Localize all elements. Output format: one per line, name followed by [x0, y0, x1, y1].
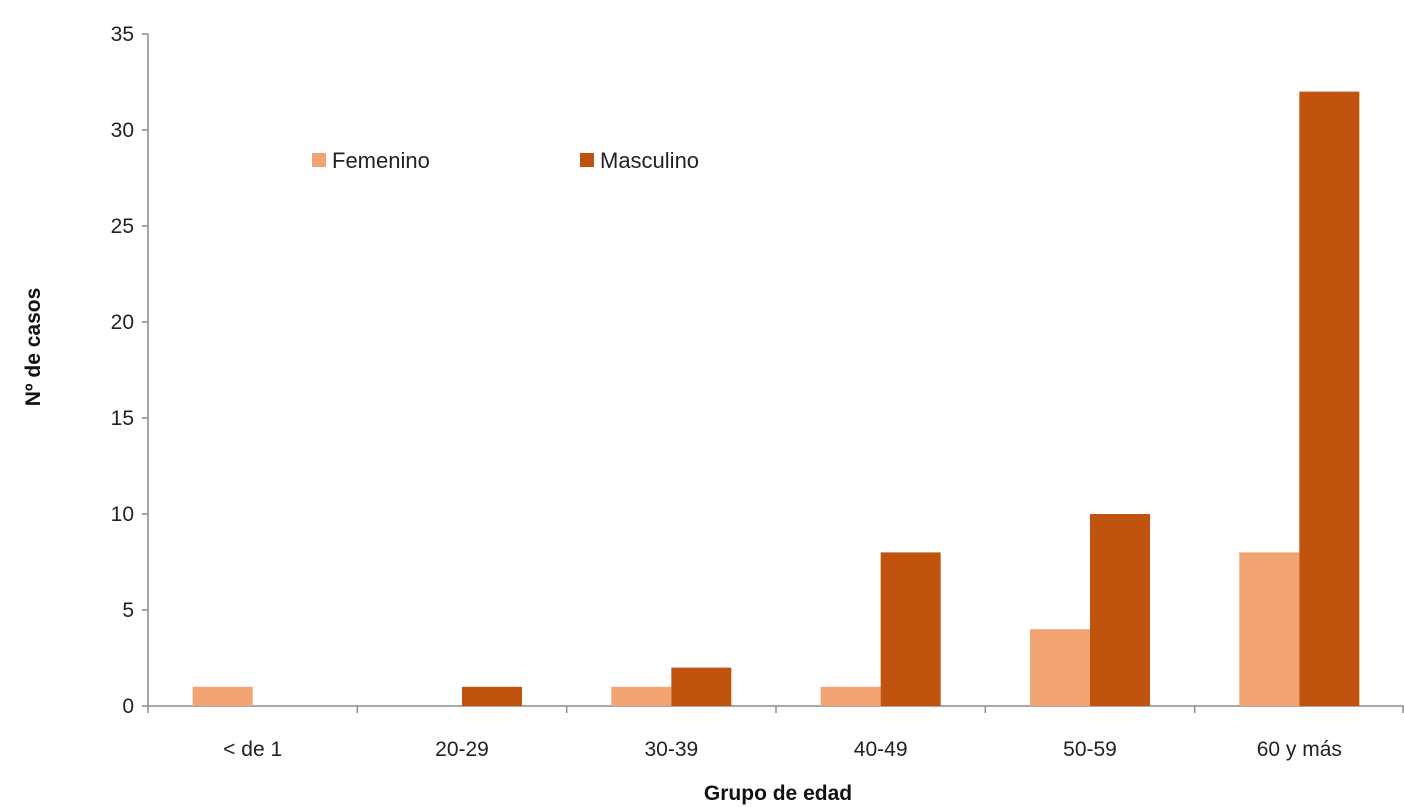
x-tick-label: 60 y más: [1257, 738, 1342, 761]
bar-masculino-3: [880, 552, 941, 706]
y-tick-label: 35: [111, 23, 134, 46]
y-axis: 0 5 10 15 20 25 30 35: [111, 23, 149, 718]
y-tick-label: 5: [122, 599, 134, 622]
bar-femenino-2: [611, 686, 672, 706]
legend-swatch-masculino: [580, 153, 594, 167]
y-tick-label: 30: [111, 119, 134, 142]
x-tick-label: 50-59: [1063, 738, 1117, 761]
y-axis-title: Nº de casos: [22, 288, 45, 407]
x-tick-label: 40-49: [854, 738, 908, 761]
legend-label-masculino: Masculino: [600, 148, 699, 173]
bar-masculino-1: [462, 686, 522, 706]
x-axis-title: Grupo de edad: [704, 782, 852, 805]
legend-label-femenino: Femenino: [332, 148, 430, 173]
y-tick-label: 0: [122, 695, 134, 718]
y-tick-label: 20: [111, 311, 134, 334]
bar-femenino-0: [192, 686, 253, 706]
bar-femenino-5: [1239, 552, 1300, 706]
bar-masculino-2: [671, 667, 732, 706]
x-tick-label: 30-39: [644, 738, 698, 761]
bars-group: [192, 91, 1360, 707]
legend: Femenino Masculino: [312, 148, 699, 173]
x-tick-label: < de 1: [223, 738, 282, 761]
y-tick-label: 10: [111, 503, 134, 526]
x-tick-label: 20-29: [435, 738, 489, 761]
bar-femenino-3: [820, 686, 881, 706]
x-axis: < de 1 20-29 30-39 40-49 50-59 60 y más: [147, 705, 1404, 761]
y-tick-label: 25: [111, 215, 134, 238]
y-tick-label: 15: [111, 407, 134, 430]
bar-femenino-4: [1030, 629, 1090, 706]
bar-masculino-5: [1299, 91, 1360, 707]
bar-masculino-4: [1090, 514, 1150, 706]
legend-swatch-femenino: [312, 153, 326, 167]
